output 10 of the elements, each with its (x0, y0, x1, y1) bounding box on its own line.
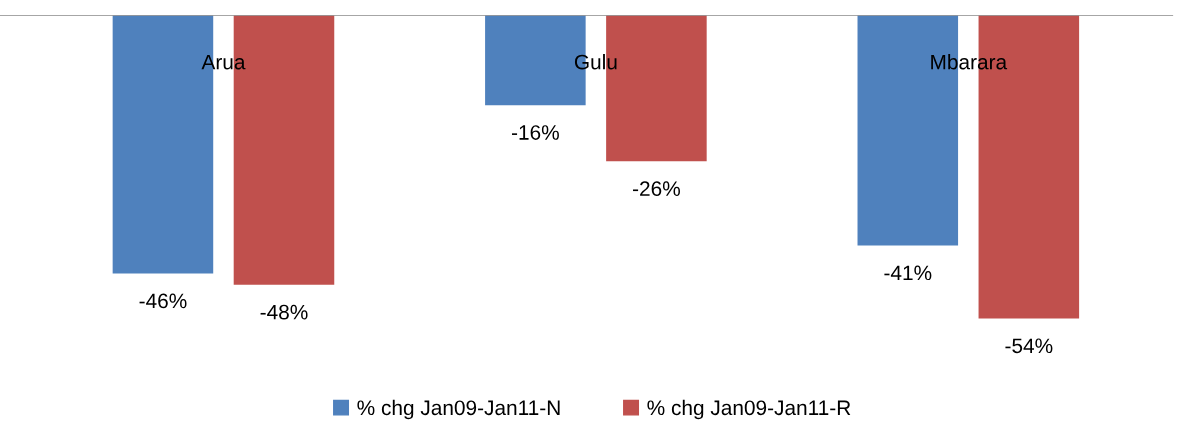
data-label: -48% (260, 304, 308, 320)
legend-label: % chg Jan09-Jan11-N (357, 399, 560, 420)
x-tick-label: Arua (201, 54, 246, 70)
data-label: -54% (1005, 338, 1053, 354)
legend-label: % chg Jan09-Jan11-R (647, 399, 851, 420)
x-tick-label: Mbarara (931, 54, 1008, 70)
data-label: -26% (633, 181, 680, 197)
data-label: -16% (511, 125, 559, 140)
data-label: -41% (884, 265, 932, 281)
data-label: -46% (139, 293, 187, 309)
